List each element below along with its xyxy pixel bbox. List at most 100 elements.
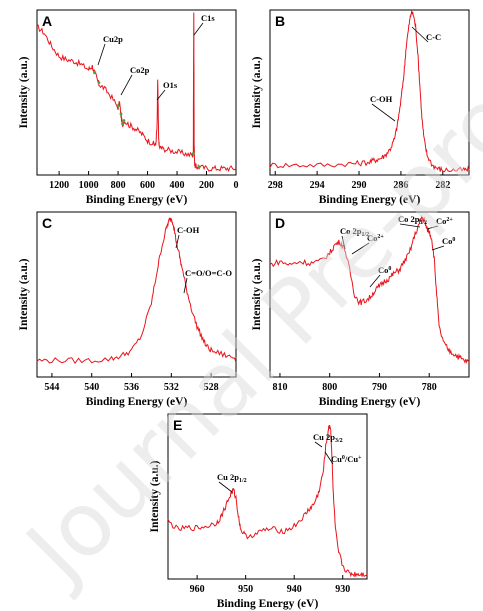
y-axis-title: Intensity (a.u.) — [18, 56, 30, 128]
x-tick-label: 950 — [238, 584, 253, 595]
x-tick-label: 0 — [234, 180, 239, 191]
x-tick-label: 536 — [124, 382, 139, 393]
x-axis-title: Binding Energy (eV) — [319, 396, 421, 408]
annotation-leader — [314, 441, 323, 448]
watermark-layer: Journal Pre-proof — [3, 7, 483, 603]
peak-marker — [121, 122, 124, 126]
annotation-leader — [156, 89, 166, 101]
peak-marker — [191, 152, 195, 155]
panel-letter: D — [275, 215, 285, 231]
x-tick-label: 290 — [352, 180, 367, 191]
annotation-leader — [351, 242, 370, 255]
plot-frame — [36, 211, 237, 378]
peak-annotation: C=O/O=C-O — [185, 268, 232, 278]
peak-marker — [122, 119, 126, 122]
annotation-leader — [97, 43, 106, 66]
chart-panel-a: A 1200 1000 800 600 400 200 0 Binding Energy (eV… — [18, 9, 239, 206]
plot-frame — [269, 211, 470, 378]
peak-annotation: Co 2p3/2 — [398, 214, 427, 226]
x-tick-label: 960 — [190, 584, 205, 595]
plot-frame — [167, 413, 368, 580]
panels-layer: A 1200 1000 800 600 400 200 0 Binding Energy (eV… — [18, 9, 470, 610]
x-axis-title: Binding Energy (eV) — [319, 194, 421, 206]
peak-annotation: C1s — [201, 13, 215, 23]
x-tick-label: 780 — [422, 382, 437, 393]
annotation-leader — [399, 223, 421, 228]
x-tick-label: 1000 — [79, 180, 99, 191]
x-tick-label: 790 — [372, 382, 387, 393]
x-tick-label: 930 — [335, 584, 350, 595]
peak-annotation: Cu 2p3/2 — [313, 432, 343, 444]
peak-marker — [116, 104, 120, 108]
x-tick-label: 810 — [272, 382, 287, 393]
peak-annotation: Co2+ — [367, 233, 384, 243]
x-tick-label: 200 — [199, 180, 214, 191]
x-tick-label: 286 — [393, 180, 408, 191]
annotation-leader — [218, 481, 233, 493]
x-tick-label: 800 — [111, 180, 126, 191]
x-tick-label: 282 — [435, 180, 450, 191]
x-axis-title: Binding Energy (eV) — [86, 396, 188, 408]
annotation-leader — [411, 26, 429, 43]
plot-frame — [36, 9, 237, 176]
y-axis-title: Intensity (a.u.) — [251, 258, 263, 330]
spectrum-line-d — [269, 215, 470, 364]
y-axis-title: Intensity (a.u.) — [251, 56, 263, 128]
x-tick-label: 400 — [170, 180, 185, 191]
chart-panel-b: B 298 294 290 286 282 Binding Energy (eV) Inten… — [251, 9, 470, 206]
peak-annotation: Cu 2p1/2 — [217, 472, 247, 484]
panel-letter: B — [275, 13, 285, 29]
x-tick-label: 544 — [44, 382, 59, 393]
y-axis-title: Intensity (a.u.) — [149, 460, 161, 532]
spectrum-line-a — [36, 12, 237, 173]
x-axis-title: Binding Energy (eV) — [217, 598, 319, 610]
x-tick-label: 1200 — [49, 180, 69, 191]
panel-letter: C — [42, 215, 52, 231]
plot-frame — [269, 9, 470, 176]
peak-annotation: Co2p — [130, 65, 150, 75]
peak-annotation: Co0 — [378, 265, 391, 275]
chart-panel-e: E 960 950 940 930 Binding Energy (eV) Intensit… — [149, 413, 368, 610]
peak-annotation: C-C — [426, 32, 441, 42]
x-tick-label: 540 — [84, 382, 99, 393]
spectrum-line-c — [36, 217, 237, 365]
x-tick-label: 600 — [140, 180, 155, 191]
annotation-leader — [371, 103, 396, 122]
annotation-leader — [183, 277, 188, 294]
x-tick-label: 298 — [268, 180, 283, 191]
annotation-leader — [120, 74, 133, 96]
peak-marker — [197, 165, 201, 169]
x-axis-title: Binding Energy (eV) — [86, 194, 188, 206]
spectrum-line-e — [167, 424, 368, 578]
annotation-leader — [175, 234, 180, 249]
x-tick-label: 940 — [287, 584, 302, 595]
peak-annotation: C-OH — [177, 225, 200, 235]
peak-annotation: Cu0/Cu+ — [331, 454, 362, 464]
peak-annotation: Co 2p1/2 — [340, 226, 369, 238]
watermark-text: Journal Pre-proof — [3, 7, 483, 603]
annotation-leader — [431, 245, 445, 251]
peak-annotation: C-OH — [370, 94, 393, 104]
annotation-leader — [324, 451, 334, 465]
annotation-leader — [341, 235, 346, 250]
panel-letter: A — [42, 13, 52, 29]
annotation-leader — [193, 22, 204, 36]
peak-marker — [119, 112, 123, 116]
x-tick-label: 294 — [310, 180, 325, 191]
peak-annotation: Co2+ — [436, 216, 453, 226]
annotation-leader — [369, 274, 381, 288]
panel-letter: E — [173, 417, 182, 433]
peak-annotation: O1s — [163, 80, 178, 90]
peak-marker — [97, 81, 101, 84]
x-tick-label: 800 — [322, 382, 337, 393]
x-tick-label: 528 — [204, 382, 219, 393]
x-tick-label: 532 — [164, 382, 179, 393]
peak-marker — [93, 71, 96, 75]
y-axis-title: Intensity (a.u.) — [18, 258, 30, 330]
peak-annotation: Co0 — [442, 236, 455, 246]
spectrum-line-b — [269, 10, 470, 173]
annotation-leader — [426, 225, 439, 230]
chart-panel-c: C 544 540 536 532 528 Binding Energy (eV) Inten… — [18, 211, 237, 408]
